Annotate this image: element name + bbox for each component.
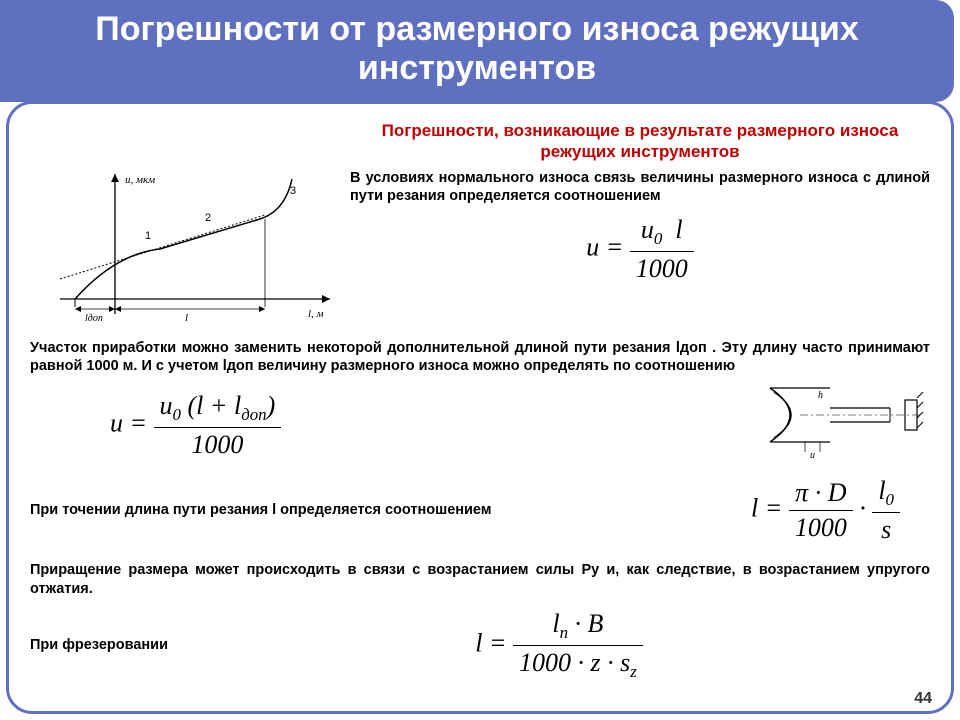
svg-text:u, мкм: u, мкм [125, 174, 155, 186]
formula-3: l = π · D1000 · l0s [751, 476, 900, 545]
svg-text:1: 1 [145, 230, 151, 242]
svg-text:l, м: l, м [308, 308, 324, 320]
intro-text: В условиях нормального износа связь вели… [350, 169, 930, 205]
svg-text:u: u [810, 450, 815, 461]
turning-diagram: h u [760, 380, 930, 470]
para-3: При точении длина пути резания l определ… [30, 501, 731, 520]
para-4: Приращение размера может происходить в с… [30, 561, 930, 599]
para-2: Участок приработки можно заменить некото… [30, 339, 930, 377]
formula-4: l = lп · B1000 · z · sz [188, 609, 930, 682]
svg-text:h: h [818, 390, 823, 401]
svg-text:l: l [185, 312, 188, 324]
para-5: При фрезеровании [30, 636, 168, 655]
svg-text:3: 3 [290, 185, 296, 197]
slide-title: Погрешности от размерного износа режущих… [0, 0, 954, 102]
page-number: 44 [914, 690, 932, 708]
slide-content: Погрешности, возникающие в результате ра… [30, 120, 930, 700]
svg-text:lдоп: lдоп [85, 313, 103, 324]
row-para3-formula3: При точении длина пути резания l определ… [30, 470, 930, 551]
row-formula2-diagram: u = u0 (l + lдоп)1000 h u [30, 380, 930, 470]
formula-2: u = u0 (l + lдоп)1000 [110, 391, 281, 460]
wear-curve-chart: u, мкм l, м 1 2 3 lдоп l [30, 169, 340, 329]
row-para5-formula4: При фрезеровании l = lп · B1000 · z · sz [30, 603, 930, 688]
svg-text:2: 2 [205, 212, 211, 224]
subtitle: Погрешности, возникающие в результате ра… [350, 120, 930, 163]
formula-1: u = u0 l1000 [350, 215, 930, 284]
row-chart-intro: u, мкм l, м 1 2 3 lдоп l В усл [30, 169, 930, 329]
